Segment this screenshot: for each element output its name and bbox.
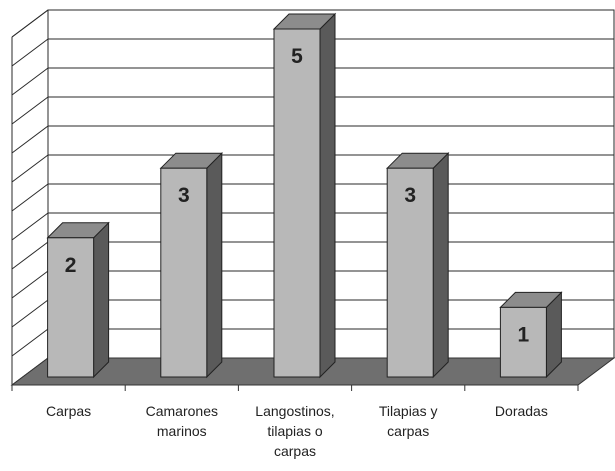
x-tick-label: Langostinos, tilapias o carpas <box>236 401 354 461</box>
bar-front <box>47 237 95 378</box>
bar <box>385 151 450 379</box>
bar-side <box>206 151 223 379</box>
x-tick-label-line: Tilapias y <box>378 403 438 419</box>
x-tick-label: Tilapias y carpas <box>349 401 467 441</box>
x-tick-label: Doradas <box>462 401 580 421</box>
x-tick-label: Camarones marinos <box>123 401 241 441</box>
x-tick-label-line: carpas <box>273 443 317 459</box>
x-tick-label-line: Camarones <box>145 403 218 419</box>
x-tick-label: Carpas <box>10 401 128 421</box>
bar-side <box>93 221 110 379</box>
side-wall-gridline <box>11 183 49 212</box>
bar-side <box>319 12 336 379</box>
x-tick-label-line: carpas <box>387 423 430 439</box>
bar <box>46 221 110 379</box>
side-wall-gridline <box>11 328 49 357</box>
x-tick-label-line: Carpas <box>46 403 92 419</box>
chart-data-labels: 2 3 5 3 1 <box>65 45 530 346</box>
side-wall-gridline <box>11 38 49 67</box>
data-label: 5 <box>291 45 303 68</box>
side-wall-top-edge <box>11 9 49 38</box>
side-wall-gridline <box>11 96 49 125</box>
data-label: 3 <box>178 184 190 207</box>
side-wall-gridline <box>11 270 49 299</box>
chart-bars <box>46 12 563 379</box>
side-wall-gridline <box>11 125 49 154</box>
bar <box>272 12 337 379</box>
x-tick-label-line: marinos <box>156 423 207 439</box>
bar-front <box>273 28 321 378</box>
data-label: 3 <box>404 184 416 207</box>
side-wall-gridline <box>11 241 49 270</box>
side-wall-gridline <box>11 212 49 241</box>
bar <box>499 291 563 379</box>
x-tick-label-line: tilapias o <box>267 423 323 439</box>
side-wall-gridline <box>11 299 49 328</box>
data-label: 2 <box>65 254 77 277</box>
side-wall-gridline <box>11 67 49 96</box>
x-tick-label-line: Doradas <box>494 403 548 419</box>
side-wall-gridline <box>11 154 49 183</box>
bar-side <box>432 151 449 379</box>
bar-front <box>160 167 208 378</box>
x-tick-label-line: Langostinos, <box>255 403 335 419</box>
bar <box>159 151 224 379</box>
bar-front <box>386 167 434 378</box>
bar-front <box>499 306 547 378</box>
data-label: 1 <box>518 323 530 346</box>
